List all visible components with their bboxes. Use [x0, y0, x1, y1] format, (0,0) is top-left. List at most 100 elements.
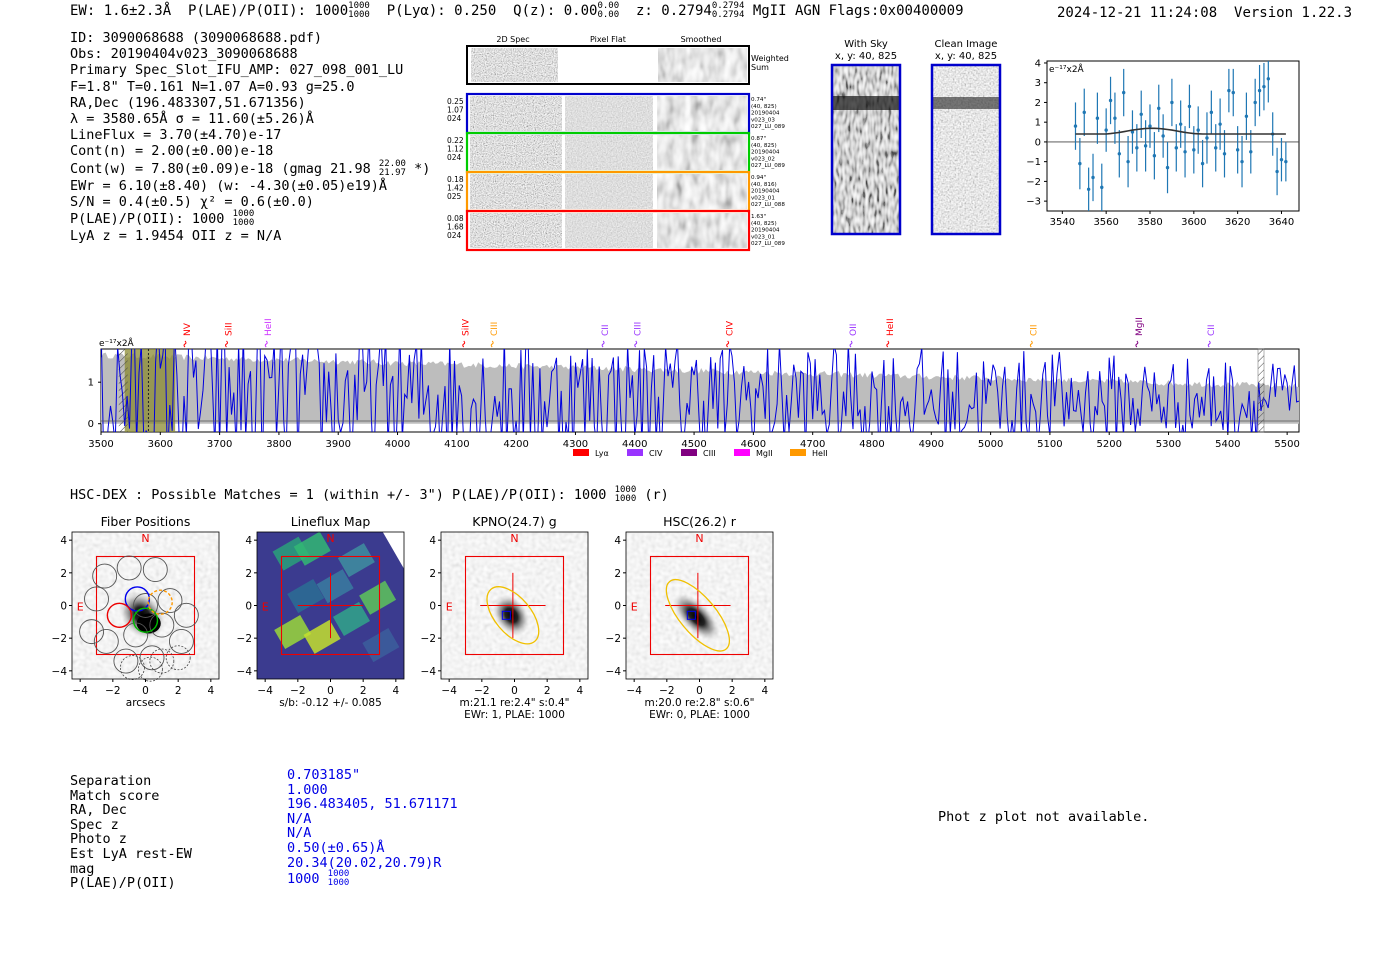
zoom-ytick-label: −2	[1026, 177, 1041, 188]
cutout-meta: 027_LU_088	[751, 202, 785, 208]
zoom-point	[1222, 152, 1227, 156]
lineflux-blob	[316, 569, 354, 604]
info-lambda: λ = 3580.65Å σ = 11.60(±5.26)Å	[70, 111, 314, 128]
cutout-meta: 027_LU_089	[751, 241, 785, 247]
compass-north: N	[510, 532, 518, 545]
cutout-header-smooth: Smoothed	[681, 35, 722, 44]
zoom-point	[1249, 150, 1253, 154]
masked-region	[1257, 348, 1265, 433]
spectrum-line-label: HeII	[264, 318, 274, 336]
panel-xtick-label: 0	[142, 685, 149, 697]
legend-swatch	[790, 449, 806, 456]
cutout-meta: (40, 825)	[751, 104, 777, 110]
panel-caption: m:21.1 re:2.4" s:0.4"	[460, 697, 570, 709]
spectrum-xtick-label: 4200	[503, 439, 528, 450]
panel-ytick-label: 0	[429, 601, 436, 613]
spectrum-xtick-label: 4400	[622, 439, 647, 450]
zoom-point	[1231, 90, 1235, 95]
spectrum-xtick-label: 5300	[1156, 439, 1181, 450]
zoom-point	[1253, 100, 1257, 105]
zoom-xtick-label: 3560	[1093, 217, 1118, 228]
masked-blue-edge	[118, 349, 128, 432]
clean-image-title: Clean Image	[935, 39, 998, 50]
weighted-2d-noise	[471, 48, 558, 82]
panel-ytick-label: 4	[245, 535, 252, 547]
clean-image-xy: x, y: 40, 825	[935, 51, 997, 62]
zoom-point	[1104, 128, 1108, 132]
zoom-point	[1082, 110, 1086, 115]
zoom-point	[1117, 152, 1122, 156]
zoom-ytick-label: 2	[1035, 98, 1041, 109]
cutout-2d-image	[470, 174, 562, 209]
panel-xtick-label: 0	[327, 685, 334, 697]
panel-xtick-label: −2	[105, 685, 120, 697]
detection-info: ID: 3090068688 (3090068688.pdf) Obs: 201…	[70, 30, 430, 244]
fiber-circle	[79, 619, 105, 645]
spectrum-xtick-label: 4700	[800, 439, 825, 450]
match-values: 0.703185" 1.000 196.483405, 51.671171 N/…	[287, 768, 458, 888]
cutout-smooth-image	[657, 174, 747, 209]
zoom-point	[1218, 122, 1222, 126]
cutout-stat: 0.18	[447, 175, 464, 184]
compass-north: N	[326, 532, 334, 545]
timestamp: 2024-12-21 11:24:08	[1057, 5, 1218, 21]
aperture-ellipse	[486, 586, 540, 645]
cutout-meta: 20190404	[751, 228, 780, 234]
spectrum-line-label: CIII	[490, 322, 500, 336]
with-sky-xy: x, y: 40, 825	[835, 51, 897, 62]
zoom-ytick-label: −1	[1026, 157, 1041, 168]
fiber-green	[132, 607, 159, 633]
cutout-smooth-image	[657, 96, 747, 131]
zoom-point	[1139, 112, 1143, 116]
zoom-point	[1214, 146, 1218, 150]
cutout-meta: v023_02	[751, 156, 775, 162]
panel-xtick-label: −2	[290, 685, 305, 697]
spectrum-line-label: CII	[1029, 324, 1039, 336]
match-value: N/A	[287, 810, 312, 827]
zoom-point	[1196, 128, 1200, 132]
zoom-yticks: 4 3 2 1 0 −1 −2 −3	[1026, 58, 1047, 208]
match-labels: Separation Match score RA, Dec Spec z Ph…	[70, 774, 192, 891]
spectrum-line-label: CII	[1207, 324, 1217, 336]
zoom-point	[1192, 148, 1196, 152]
spectrum-ytick-label: 0	[88, 419, 94, 430]
cutout-stat: 024	[447, 153, 462, 162]
spectrum-line-marker	[1029, 340, 1033, 348]
match-label: mag	[70, 860, 95, 877]
fiber-circle-dashed	[165, 645, 191, 671]
zoom-ytick-label: −3	[1026, 197, 1041, 208]
spectrum-line-marker	[726, 340, 730, 348]
info-primary: Primary Spec_Slot_IFU_AMP: 027_098_001_L…	[70, 62, 404, 79]
lineflux-blob	[274, 614, 312, 650]
source-marker	[501, 610, 511, 620]
spectrum-xtick-label: 4800	[859, 439, 884, 450]
zoom-xtick-label: 3540	[1050, 217, 1075, 228]
cutout-meta: 0.74"	[751, 97, 766, 103]
fiber-circle	[84, 586, 109, 612]
fiber-circle-dashed	[120, 655, 145, 680]
lineflux-mask	[382, 521, 427, 577]
cutout-smooth-image	[657, 213, 747, 248]
panel-ytick-label: −2	[52, 633, 67, 645]
spectrum-line-marker	[634, 340, 638, 348]
zoom-xtick-label: 3640	[1269, 217, 1294, 228]
search-box	[649, 555, 750, 656]
panel-ytick-label: −2	[421, 633, 436, 645]
match-value-plae: 1000 1000 1000	[287, 869, 350, 889]
weighted-smooth-noise	[658, 48, 747, 82]
panel-title: Fiber Positions	[101, 514, 191, 529]
cutout-meta: v023_01	[751, 195, 775, 201]
spectrum-xtick-label: 3600	[148, 439, 173, 450]
panel-xtick-label: 2	[544, 685, 551, 697]
zoom-point	[1170, 100, 1174, 105]
fiber-circle	[173, 602, 199, 628]
cutout-meta: v023_01	[751, 234, 775, 240]
panel-xtick-label: −4	[626, 685, 642, 697]
spectrum-line-label: SiII	[225, 322, 235, 336]
lineflux-blob	[337, 543, 375, 578]
compass-east: E	[631, 600, 638, 613]
zoom-point	[1095, 116, 1100, 120]
cutout-meta: (40, 825)	[751, 221, 777, 227]
cutout-meta: 1.63"	[751, 214, 766, 220]
spectrum-ytick-label: 1	[88, 378, 94, 389]
